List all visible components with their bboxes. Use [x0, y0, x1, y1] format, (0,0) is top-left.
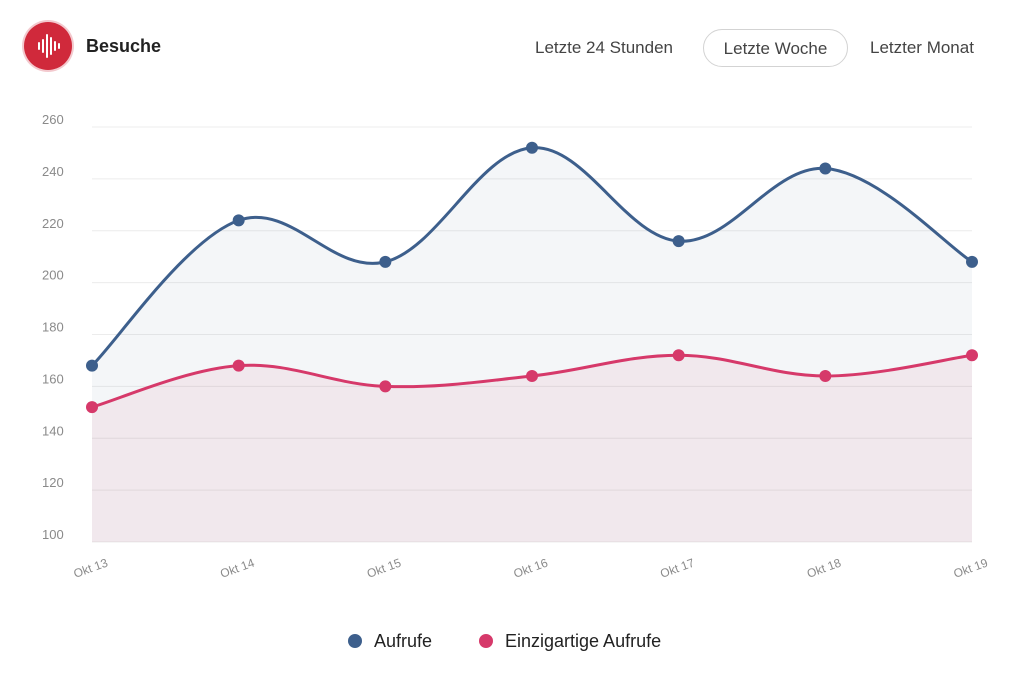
- point-einzigartige-aufrufe-6[interactable]: [966, 349, 978, 362]
- grid: [92, 126, 972, 543]
- page-title: Besuche: [86, 36, 162, 56]
- legend-label-aufrufe: Aufrufe: [374, 631, 433, 651]
- legend-item-einzigartige-aufrufe[interactable]: Einzigartige Aufrufe: [479, 626, 661, 656]
- area-aufrufe: [92, 147, 972, 542]
- x-tick-label: Okt 16: [512, 556, 550, 581]
- point-einzigartige-aufrufe-1[interactable]: [232, 359, 245, 372]
- areas: [92, 147, 972, 542]
- y-tick-label: 180: [42, 320, 64, 335]
- y-tick-label: 140: [42, 423, 64, 438]
- point-einzigartige-aufrufe-2[interactable]: [379, 380, 392, 393]
- y-tick-label: 160: [42, 371, 64, 386]
- data-points: [86, 141, 978, 414]
- y-axis: 100 120 140 160 180 200 220 240 260: [42, 112, 64, 542]
- x-tick-label: Okt 17: [658, 556, 696, 581]
- legend-dot-einzigartige-aufrufe: [479, 634, 493, 648]
- y-tick-label: 100: [42, 527, 64, 542]
- point-einzigartige-aufrufe-3[interactable]: [526, 370, 538, 382]
- y-tick-label: 260: [42, 112, 64, 127]
- point-einzigartige-aufrufe-4[interactable]: [672, 349, 685, 362]
- point-aufrufe-0[interactable]: [86, 359, 98, 372]
- x-axis: Okt 13 Okt 14 Okt 15 Okt 16 Okt 17 Okt 18 Okt …: [72, 556, 990, 581]
- point-aufrufe-2[interactable]: [379, 255, 392, 268]
- legend-dot-aufrufe: [348, 634, 362, 648]
- y-tick-label: 200: [42, 268, 64, 283]
- visits-chart: 100 120 140 160 180 200 220 240 260 Okt 13 Okt 14…: [42, 112, 990, 581]
- x-tick-label: Okt 18: [805, 556, 843, 581]
- range-last-week-button[interactable]: Letzte Woche: [703, 29, 848, 67]
- x-tick-label: Okt 15: [365, 556, 403, 581]
- y-tick-label: 220: [42, 216, 64, 231]
- point-aufrufe-3[interactable]: [526, 141, 538, 154]
- point-einzigartige-aufrufe-5[interactable]: [819, 370, 832, 382]
- y-tick-label: 120: [42, 475, 64, 490]
- legend-item-aufrufe[interactable]: Aufrufe: [348, 626, 432, 656]
- point-aufrufe-5[interactable]: [819, 162, 832, 175]
- y-tick-label: 240: [42, 164, 64, 179]
- header: Besuche Letzte 24 Stunden Letzte Woche L…: [0, 0, 1024, 96]
- point-aufrufe-4[interactable]: [672, 235, 685, 248]
- x-tick-label: Okt 14: [218, 556, 256, 581]
- sound-wave-icon: [24, 22, 72, 70]
- range-last-month-button[interactable]: Letzter Monat: [870, 38, 974, 57]
- x-tick-label: Okt 19: [952, 556, 990, 581]
- range-last-24-hours-button[interactable]: Letzte 24 Stunden: [535, 38, 674, 57]
- point-aufrufe-1[interactable]: [232, 214, 245, 227]
- x-tick-label: Okt 13: [72, 556, 110, 581]
- area-einzigartige-aufrufe: [92, 355, 972, 542]
- point-aufrufe-6[interactable]: [966, 255, 978, 268]
- point-einzigartige-aufrufe-0[interactable]: [86, 401, 98, 414]
- legend-label-einzigartige-aufrufe: Einzigartige Aufrufe: [505, 631, 662, 651]
- legend: Aufrufe Einzigartige Aufrufe: [0, 626, 1024, 656]
